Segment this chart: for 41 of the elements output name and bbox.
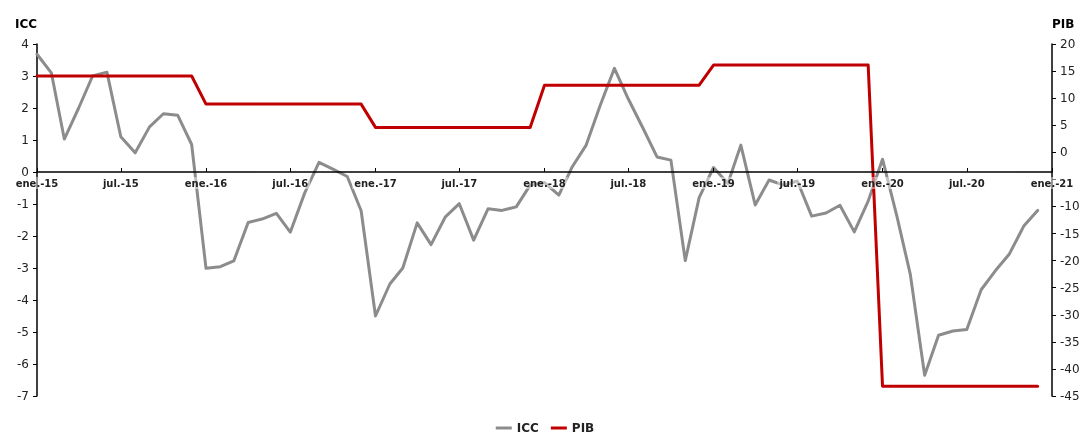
- x-tick-label: jul.-20: [947, 177, 985, 189]
- x-tick-label: jul.-19: [778, 177, 816, 189]
- y2-tick-label: -40: [1060, 361, 1080, 376]
- y-tick-label: -2: [17, 229, 29, 243]
- y-tick-label: 2: [21, 101, 29, 115]
- x-tick-label: ene.-18: [523, 177, 566, 189]
- y-tick-label: -5: [17, 325, 29, 339]
- x-tick-label: jul.-18: [609, 177, 647, 189]
- y-tick-label: 1: [21, 133, 29, 147]
- y2-tick-label: -35: [1060, 334, 1080, 349]
- x-tick-label: jul.-17: [440, 177, 478, 189]
- x-tick-label: ene.-21: [1030, 177, 1074, 189]
- y-tick-label: 3: [21, 69, 29, 83]
- y2-tick-label: -45: [1060, 389, 1080, 403]
- x-tick-label: ene.-19: [692, 177, 735, 189]
- y-tick-label: 0: [21, 165, 29, 179]
- y2-tick-label: -10: [1060, 199, 1080, 214]
- y2-tick-label: -25: [1060, 280, 1080, 295]
- y-tick-label: -4: [17, 293, 29, 307]
- y2-tick-label: 15: [1060, 64, 1076, 79]
- x-tick-label: ene.-17: [354, 177, 397, 189]
- legend-label: PIB: [571, 421, 595, 435]
- x-tick-label: ene.-16: [184, 177, 228, 189]
- y2-tick-label: 10: [1060, 91, 1076, 106]
- x-tick-label: ene.-15: [15, 177, 59, 189]
- y2-tick-label: -20: [1060, 253, 1080, 268]
- x-tick-label: jul.-16: [271, 177, 309, 189]
- y-tick-label: -7: [17, 389, 29, 403]
- y-axis-title: ICC: [14, 17, 38, 31]
- y2-tick-label: -30: [1060, 307, 1080, 322]
- y2-tick-label: 0: [1060, 145, 1068, 160]
- y2-axis-title: PIB: [1052, 17, 1075, 31]
- y2-tick-label: 20: [1060, 37, 1076, 51]
- x-tick-label: jul.-15: [101, 177, 139, 189]
- y-tick-label: -3: [17, 261, 29, 275]
- y-tick-label: 4: [21, 37, 29, 51]
- legend-label: ICC: [516, 421, 540, 435]
- y-tick-label: -6: [17, 357, 29, 371]
- y2-tick-label: -15: [1060, 226, 1080, 241]
- y2-tick-label: 5: [1060, 118, 1068, 133]
- y-tick-label: -1: [17, 197, 29, 211]
